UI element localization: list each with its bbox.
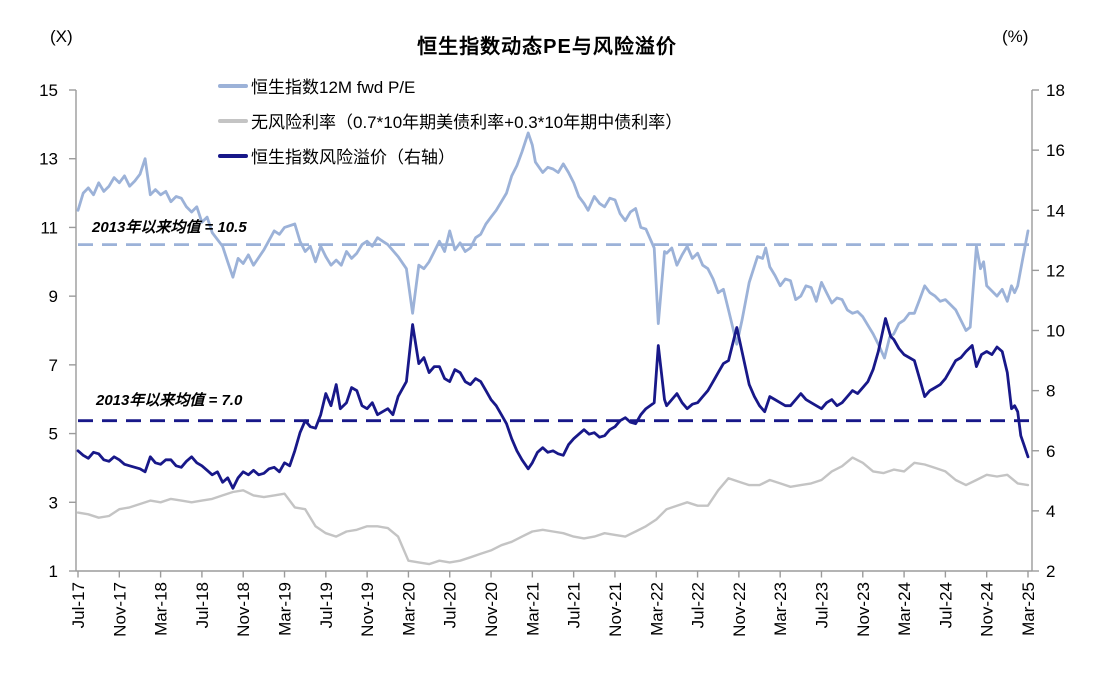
x-axis-tick-label: Mar-22: [647, 582, 666, 636]
right-axis-tick-label: 4: [1046, 502, 1055, 521]
x-axis-tick-label: Nov-24: [978, 582, 997, 637]
right-axis-tick-label: 8: [1046, 382, 1055, 401]
riskfree-line-swatch-icon: [218, 118, 248, 123]
erp-line: [76, 317, 1030, 490]
x-axis-tick-label: Nov-22: [730, 582, 749, 637]
x-axis-tick-label: Nov-20: [482, 582, 501, 637]
left-axis-tick-label: 7: [49, 356, 58, 375]
pe-mean-annotation: 2013年以来均值 = 10.5: [92, 219, 247, 236]
riskfree-line: [76, 456, 1030, 566]
x-axis-tick-label: Mar-20: [399, 582, 418, 636]
x-axis-tick-label: Nov-23: [854, 582, 873, 637]
legend-label-riskfree: 无风险利率（0.7*10年期美债利率+0.3*10年期中债利率）: [251, 113, 683, 132]
right-axis-tick-label: 16: [1046, 141, 1065, 160]
right-axis-tick-label: 14: [1046, 201, 1065, 220]
x-axis-tick-label: Mar-18: [152, 582, 171, 636]
left-axis-tick-label: 9: [49, 287, 58, 306]
legend-label-pe: 恒生指数12M fwd P/E: [251, 78, 416, 97]
legend-item-erp: 恒生指数风险溢价（右轴）: [218, 138, 682, 173]
legend-item-riskfree: 无风险利率（0.7*10年期美债利率+0.3*10年期中债利率）: [218, 103, 682, 138]
x-axis-tick-label: Nov-17: [110, 582, 129, 637]
x-axis-tick-label: Jul-19: [317, 582, 336, 628]
left-axis-unit-label: (X): [50, 27, 73, 46]
x-axis-tick-label: Jul-22: [689, 582, 708, 628]
chart-title: 恒生指数动态PE与风险溢价: [417, 36, 677, 58]
x-axis-tick-label: Mar-21: [523, 582, 542, 636]
x-axis-tick-label: Mar-19: [276, 582, 295, 636]
x-axis-tick-label: Jul-21: [565, 582, 584, 628]
x-axis-tick-label: Mar-24: [895, 582, 914, 636]
left-axis-tick-label: 1: [49, 562, 58, 581]
x-axis-tick-label: Jul-18: [193, 582, 212, 628]
erp-line-swatch-icon: [218, 153, 248, 158]
pe-line-swatch-icon: [218, 83, 248, 88]
left-axis-tick-label: 11: [40, 218, 58, 237]
right-axis-tick-label: 6: [1046, 442, 1055, 461]
left-axis-tick-label: 15: [39, 81, 58, 100]
x-axis-tick-label: Mar-25: [1019, 582, 1038, 636]
x-axis-tick-label: Jul-20: [441, 582, 460, 628]
legend-item-pe: 恒生指数12M fwd P/E: [218, 68, 682, 103]
right-axis-tick-label: 18: [1046, 81, 1065, 100]
left-axis-tick-label: 13: [39, 150, 58, 169]
x-axis-tick-label: Jul-17: [69, 582, 88, 628]
right-axis-unit-label: (%): [1002, 27, 1029, 46]
x-axis-tick-label: Nov-21: [606, 582, 625, 637]
erp-mean-annotation: 2013年以来均值 = 7.0: [96, 392, 243, 409]
left-axis-tick-label: 3: [49, 493, 58, 512]
pe-line: [76, 131, 1030, 360]
legend: 恒生指数12M fwd P/E 无风险利率（0.7*10年期美债利率+0.3*1…: [218, 68, 682, 173]
legend-label-erp: 恒生指数风险溢价（右轴）: [251, 148, 455, 167]
x-axis-tick-label: Nov-18: [234, 582, 253, 637]
right-axis-tick-label: 12: [1046, 261, 1065, 280]
x-axis-tick-label: Nov-19: [358, 582, 377, 637]
x-axis-tick-label: Jul-23: [812, 582, 831, 628]
right-axis-tick-label: 10: [1046, 322, 1065, 341]
x-axis-tick-label: Jul-24: [936, 582, 955, 628]
right-axis-tick-label: 2: [1046, 562, 1055, 581]
left-axis-tick-label: 5: [49, 425, 58, 444]
x-axis-tick-label: Mar-23: [771, 582, 790, 636]
